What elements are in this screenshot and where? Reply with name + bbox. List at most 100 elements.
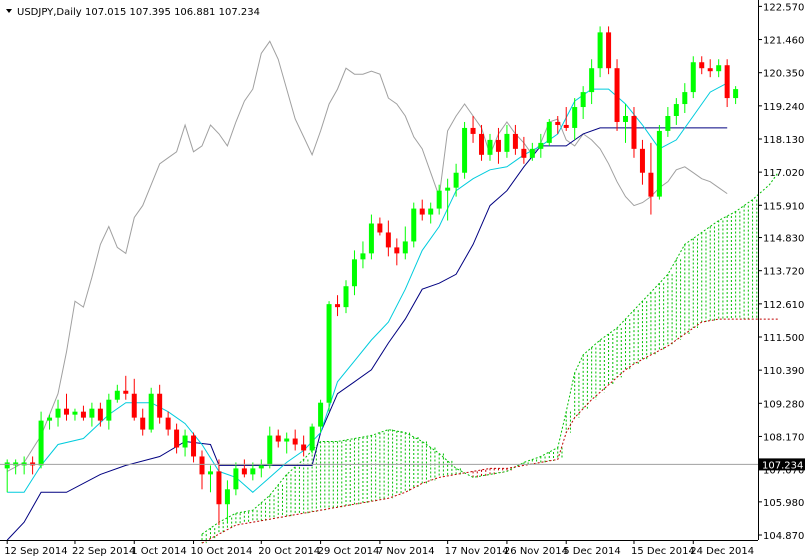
candle [495,127,501,164]
candle-body [699,62,705,69]
candle-body [648,172,654,197]
candle [419,199,425,221]
y-tick-label: 117.020 [763,168,804,179]
candle-body [157,393,163,418]
candle-body [182,435,188,448]
candle-body [682,92,688,105]
candle [563,107,569,131]
candle [411,202,417,248]
candle [123,375,129,400]
candlestick-series [4,26,739,526]
candle-body [63,408,69,415]
candle-body [462,127,468,173]
dropdown-arrow-icon[interactable] [6,9,12,13]
y-tick-label: 110.390 [763,366,804,377]
x-tick-label: 15 Dec 2014 [631,546,695,557]
x-tick-label: 29 Oct 2014 [318,546,380,557]
candle [97,402,103,427]
x-tick-label: 1 Oct 2014 [131,546,186,557]
candle-body [114,390,120,400]
candle [182,429,188,457]
candle-body [521,148,527,158]
y-tick-label: 104.870 [763,531,804,542]
candle [368,214,374,260]
x-tick-label: 22 Sep 2014 [72,546,135,557]
candle [4,459,10,493]
candle [538,133,544,158]
candle-body [97,408,103,421]
kijun-sen-line [6,127,728,541]
candle-body [233,468,239,490]
candle [673,98,679,125]
price-tag: 107.234 [759,458,805,471]
candle [326,301,332,412]
candle [623,104,629,143]
candle [589,59,595,105]
candle-body [131,393,137,418]
candle-body [495,139,501,152]
symbol-label: USDJPY,Daily [17,7,82,18]
x-tick-label: 17 Nov 2014 [445,546,509,557]
candle [385,220,391,257]
candle-body [199,456,205,475]
candle-body [487,139,493,155]
x-tick-label: 20 Oct 2014 [258,546,320,557]
candle [80,405,86,421]
candle [377,217,383,236]
candle [487,133,493,161]
candle-body [580,92,586,108]
candle-body [479,133,485,155]
candle-body [207,471,213,475]
senkou-span-b-line [201,318,778,544]
candle-body [665,115,671,131]
candle [318,399,324,433]
candle [546,118,552,146]
candle-body [453,172,459,188]
candle [309,423,315,454]
candle-body [724,65,730,99]
price-axis[interactable]: 104.870 105.980 107.070 108.170 109.280 110.3… [758,2,804,542]
candle [343,280,349,314]
candle-body [47,417,53,421]
candle [733,86,739,105]
candle [140,408,146,436]
candle-body [589,68,595,93]
candle-body [80,411,86,418]
candle [479,124,485,161]
candle-body [343,286,349,308]
candle-body [301,444,307,451]
candle [724,59,730,108]
candle-body [216,471,222,505]
x-tick-label: 10 Oct 2014 [191,546,253,557]
candle-body [292,438,298,445]
indicator-lines [6,40,728,541]
x-tick-label: 24 Dec 2014 [690,546,754,557]
candle-body [241,468,247,475]
y-tick-label: 109.280 [763,399,804,410]
candle-body [512,133,518,149]
candle [89,402,95,427]
candle [114,384,120,403]
candle-body [89,408,95,418]
chikou-span-line [6,40,728,472]
candle-body [614,68,620,122]
price-tag-label: 107.234 [762,460,803,471]
candle-body [224,489,230,505]
candle [148,387,154,433]
candle [63,393,69,421]
y-tick-label: 119.240 [763,102,804,113]
candle [174,423,180,454]
candle [394,238,400,266]
candle [606,26,612,75]
candle [707,59,713,78]
candle-body [572,107,578,128]
candle-body [267,435,273,466]
candle [224,480,230,523]
candle [462,121,468,179]
y-tick-label: 112.610 [763,300,804,311]
ohlc-values: 107.015 107.395 106.881 107.234 [85,7,260,18]
